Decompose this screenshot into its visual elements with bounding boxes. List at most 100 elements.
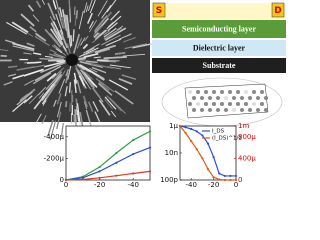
sem-rod [98,75,105,80]
sem-rod [90,63,114,69]
sem-rod [119,33,132,40]
data-point [81,178,84,181]
sem-rod [20,13,35,27]
data-point [206,168,210,171]
atom [224,108,228,112]
data-point [115,151,118,155]
sem-rod [8,73,16,77]
sem-rod [69,6,71,23]
sem-rod [50,28,63,46]
sem-rod [41,114,47,124]
sem-rod [6,21,27,35]
sem-rod [103,27,117,38]
data-point [229,174,232,178]
atom [188,102,192,106]
atom [256,96,260,100]
sem-rod [76,64,92,80]
atom [260,102,264,106]
sem-rod [106,15,122,30]
sem-rod [34,35,50,47]
sem-rod [27,61,42,64]
sem-rod [58,7,63,18]
y2-tick-label: 800μ [238,133,256,141]
sem-rod [51,69,62,80]
sem-rod [55,13,64,35]
sem-rod [103,27,123,40]
sem-rod [116,25,124,31]
sem-rod [87,12,93,24]
sem-rod [49,49,57,54]
data-point [178,124,182,128]
sem-rod [23,68,44,77]
sem-rod [53,53,66,58]
sem-rod [67,27,71,48]
sem-rod [85,109,92,128]
data-point [234,174,238,178]
substrate-layer [152,58,286,73]
atom [248,96,252,100]
sem-rod [109,97,126,114]
sem-rod [44,28,62,48]
electrode-bar [152,3,286,19]
sem-rod [78,57,87,61]
sem-core [66,54,78,66]
sem-rod [88,19,98,33]
sem-rod [65,69,70,77]
y-tick-label: 0 [60,176,64,184]
sem-rod [73,33,80,54]
sem-rod [41,0,45,5]
x-tick-label: -40 [185,181,196,189]
data-point [190,127,193,131]
dielectric-layer [152,40,286,56]
legend-label: (I_DS)^1/2 [212,136,242,142]
data-point [234,178,238,182]
sem-rod [88,0,93,12]
data-point [132,172,135,175]
sem-rod [99,60,117,63]
sem-rod [91,66,107,74]
source-box [152,2,166,18]
sem-rod [93,32,99,38]
sem-rod [88,20,94,29]
sem-rod [59,61,66,66]
sem-rod [29,26,37,33]
x-tick-label: 0 [234,181,238,189]
sem-rod [37,86,47,96]
sem-rod [47,2,56,21]
y2-tick-label: 1m [238,122,249,130]
atom [200,108,204,112]
sem-rod [79,71,91,90]
sem-rod [40,63,63,74]
data-point [132,138,135,142]
sem-rod [106,95,122,112]
sem-rod [109,64,131,69]
sem-rod [89,0,96,14]
sem-rod [58,78,66,94]
sem-rod [114,90,134,105]
sem-rod [80,64,100,77]
data-point [81,176,84,179]
sem-rod [27,4,34,12]
sem-rod [34,71,51,82]
sem-rod [60,122,64,137]
sem-rod [97,0,108,17]
sem-image [0,0,154,140]
x-tick-label: -20 [94,181,105,189]
sem-rod [74,109,77,127]
sem-rod [83,52,99,58]
sem-rod [50,22,60,37]
sem-rod [11,21,29,34]
sem-rod [55,70,66,87]
layer-label: Substrate [203,61,236,70]
sem-rod [84,71,94,81]
atom [256,108,260,112]
sem-rod [92,88,101,98]
sem-rod [85,5,89,13]
sem-rod [85,60,98,64]
sem-rod [31,64,45,69]
sem-rod [98,99,111,116]
sem-rod [38,92,45,99]
sem-rod [78,75,86,87]
data-point [223,178,226,182]
sem-rod [79,47,99,58]
